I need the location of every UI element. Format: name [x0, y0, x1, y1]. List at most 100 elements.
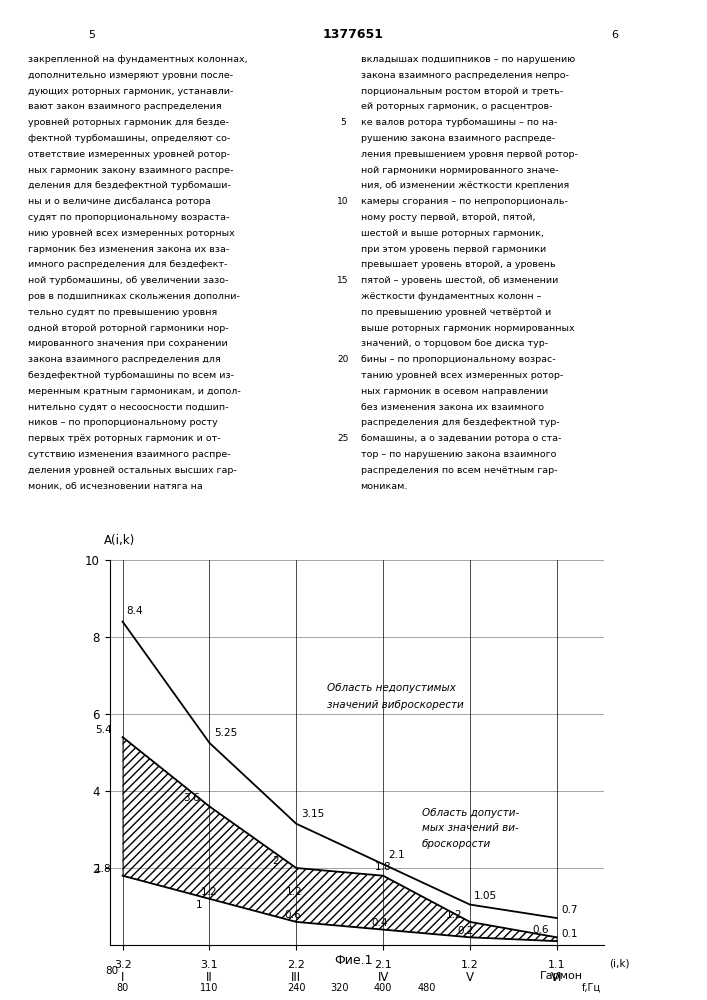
Text: 320: 320 — [330, 983, 349, 993]
Text: 1.1: 1.1 — [548, 960, 566, 970]
Text: нию уровней всех измеренных роторных: нию уровней всех измеренных роторных — [28, 229, 235, 238]
Text: 5.4: 5.4 — [95, 725, 112, 735]
Text: 25: 25 — [337, 434, 349, 443]
Text: уровней роторных гармоник для безде-: уровней роторных гармоник для безде- — [28, 118, 229, 127]
Text: 240: 240 — [287, 983, 305, 993]
Text: моник, об исчезновении натяга на: моник, об исчезновении натяга на — [28, 482, 203, 491]
Text: 0.6: 0.6 — [284, 910, 300, 920]
Text: 1377651: 1377651 — [323, 28, 384, 41]
Text: распределения для бездефектной тур-: распределения для бездефектной тур- — [361, 418, 559, 427]
Text: 5: 5 — [340, 118, 346, 127]
Text: порциональным ростом второй и треть-: порциональным ростом второй и треть- — [361, 87, 563, 96]
Text: 2: 2 — [272, 856, 279, 866]
Text: 1.2: 1.2 — [201, 887, 217, 897]
Text: ных гармоник в осевом направлении: ных гармоник в осевом направлении — [361, 387, 548, 396]
Text: ной гармоники нормированного значе-: ной гармоники нормированного значе- — [361, 166, 559, 175]
Text: одной второй роторной гармоники нор-: одной второй роторной гармоники нор- — [28, 324, 229, 333]
Text: V: V — [466, 971, 474, 984]
Text: 10: 10 — [337, 197, 349, 206]
Text: 2.1: 2.1 — [388, 850, 405, 860]
Text: ных гармоник закону взаимного распре-: ных гармоник закону взаимного распре- — [28, 166, 233, 175]
Text: 15: 15 — [337, 276, 349, 285]
Text: бомашины, а о задевании ротора о ста-: бомашины, а о задевании ротора о ста- — [361, 434, 561, 443]
Text: 0.4: 0.4 — [371, 918, 387, 928]
Text: ей роторных гармоник, о расцентров-: ей роторных гармоник, о расцентров- — [361, 102, 552, 111]
Text: 1.8: 1.8 — [95, 864, 112, 874]
Text: распределения по всем нечётным гар-: распределения по всем нечётным гар- — [361, 466, 557, 475]
Text: закона взаимного распределения непро-: закона взаимного распределения непро- — [361, 71, 568, 80]
Text: тельно судят по превышению уровня: тельно судят по превышению уровня — [28, 308, 218, 317]
Text: по превышению уровней четвёртой и: по превышению уровней четвёртой и — [361, 308, 551, 317]
Text: f,Гц: f,Гц — [582, 983, 601, 993]
Text: значений виброскорести: значений виброскорести — [327, 700, 463, 710]
Text: 20: 20 — [337, 355, 349, 364]
Text: 3.1: 3.1 — [201, 960, 218, 970]
Text: 3.2: 3.2 — [114, 960, 132, 970]
Text: без изменения закона их взаимного: без изменения закона их взаимного — [361, 403, 544, 412]
Text: Область допусти-: Область допусти- — [422, 808, 520, 818]
Text: фектной турбомашины, определяют со-: фектной турбомашины, определяют со- — [28, 134, 230, 143]
Text: VI: VI — [551, 971, 563, 984]
Text: тор – по нарушению закона взаимного: тор – по нарушению закона взаимного — [361, 450, 556, 459]
Text: IV: IV — [378, 971, 389, 984]
Text: мых значений ви-: мых значений ви- — [422, 823, 519, 833]
Text: Фие.1: Фие.1 — [334, 954, 373, 967]
Text: 80: 80 — [117, 983, 129, 993]
Text: деления для бездефектной турбомаши-: деления для бездефектной турбомаши- — [28, 181, 231, 190]
Text: значений, о торцовом бое диска тур-: значений, о торцовом бое диска тур- — [361, 339, 548, 348]
Text: меренным кратным гармоникам, и допол-: меренным кратным гармоникам, и допол- — [28, 387, 241, 396]
Text: ния, об изменении жёсткости крепления: ния, об изменении жёсткости крепления — [361, 181, 569, 190]
Text: 1.8: 1.8 — [375, 862, 391, 872]
Text: ному росту первой, второй, пятой,: ному росту первой, второй, пятой, — [361, 213, 535, 222]
Text: первых трёх роторных гармоник и от-: первых трёх роторных гармоник и от- — [28, 434, 221, 443]
Text: 0.6: 0.6 — [532, 925, 549, 935]
Text: бины – по пропорциональному возрас-: бины – по пропорциональному возрас- — [361, 355, 555, 364]
Text: ной турбомашины, об увеличении зазо-: ной турбомашины, об увеличении зазо- — [28, 276, 228, 285]
Text: 1.05: 1.05 — [474, 891, 496, 901]
Text: Гармон: Гармон — [539, 971, 583, 981]
Text: II: II — [206, 971, 213, 984]
Text: 1.2: 1.2 — [286, 887, 303, 897]
Text: 5.25: 5.25 — [214, 728, 237, 738]
Text: жёсткости фундаментных колонн –: жёсткости фундаментных колонн – — [361, 292, 541, 301]
Text: (i,k): (i,k) — [609, 958, 629, 968]
Text: превышает уровень второй, а уровень: превышает уровень второй, а уровень — [361, 260, 555, 269]
Text: гармоник без изменения закона их вза-: гармоник без изменения закона их вза- — [28, 245, 230, 254]
Text: бездефектной турбомашины по всем из-: бездефектной турбомашины по всем из- — [28, 371, 234, 380]
Text: 3.6: 3.6 — [183, 793, 200, 803]
Text: 3.15: 3.15 — [301, 809, 325, 819]
Text: A(i,k): A(i,k) — [103, 534, 135, 547]
Text: 0.7: 0.7 — [561, 905, 578, 915]
Text: 400: 400 — [374, 983, 392, 993]
Text: мированного значения при сохранении: мированного значения при сохранении — [28, 339, 228, 348]
Text: 1: 1 — [196, 900, 202, 910]
Text: I: I — [121, 971, 124, 984]
Text: имного распределения для бездефект-: имного распределения для бездефект- — [28, 260, 228, 269]
Text: III: III — [291, 971, 301, 984]
Text: 2.1: 2.1 — [374, 960, 392, 970]
Text: дующих роторных гармоник, устанавли-: дующих роторных гармоник, устанавли- — [28, 87, 233, 96]
Text: выше роторных гармоник нормированных: выше роторных гармоник нормированных — [361, 324, 574, 333]
Text: ны и о величине дисбаланса ротора: ны и о величине дисбаланса ротора — [28, 197, 211, 206]
Text: нительно судят о несоосности подшип-: нительно судят о несоосности подшип- — [28, 403, 229, 412]
Text: 6: 6 — [612, 30, 619, 40]
Text: танию уровней всех измеренных ротор-: танию уровней всех измеренных ротор- — [361, 371, 563, 380]
Text: 80: 80 — [105, 966, 118, 976]
Text: 8.4: 8.4 — [126, 606, 143, 616]
Text: броскорости: броскорости — [422, 839, 491, 849]
Text: сутствию изменения взаимного распре-: сутствию изменения взаимного распре- — [28, 450, 231, 459]
Text: рушению закона взаимного распреде-: рушению закона взаимного распреде- — [361, 134, 555, 143]
Text: вают закон взаимного распределения: вают закон взаимного распределения — [28, 102, 222, 111]
Text: камеры сгорания – по непропорциональ-: камеры сгорания – по непропорциональ- — [361, 197, 568, 206]
Text: пятой – уровень шестой, об изменении: пятой – уровень шестой, об изменении — [361, 276, 558, 285]
Text: закона взаимного распределения для: закона взаимного распределения для — [28, 355, 221, 364]
Text: ответствие измеренных уровней ротор-: ответствие измеренных уровней ротор- — [28, 150, 230, 159]
Text: моникам.: моникам. — [361, 482, 408, 491]
Text: шестой и выше роторных гармоник,: шестой и выше роторных гармоник, — [361, 229, 544, 238]
Text: при этом уровень первой гармоники: при этом уровень первой гармоники — [361, 245, 546, 254]
Text: судят по пропорциональному возраста-: судят по пропорциональному возраста- — [28, 213, 230, 222]
Text: закрепленной на фундаментных колоннах,: закрепленной на фундаментных колоннах, — [28, 55, 248, 64]
Text: 5: 5 — [88, 30, 95, 40]
Text: ления превышением уровня первой ротор-: ления превышением уровня первой ротор- — [361, 150, 578, 159]
Text: ников – по пропорциональному росту: ников – по пропорциональному росту — [28, 418, 218, 427]
